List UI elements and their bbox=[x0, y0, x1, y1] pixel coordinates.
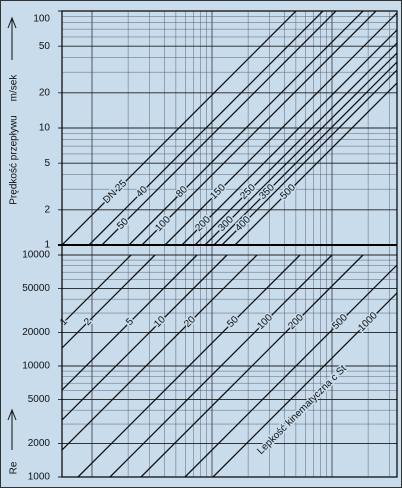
dn-line bbox=[181, 29, 397, 245]
y-tick-label: 20000 bbox=[22, 327, 50, 338]
arrow bbox=[7, 16, 17, 60]
y-tick-label: 2000 bbox=[28, 438, 51, 449]
dn-line bbox=[194, 42, 397, 245]
dn-line bbox=[128, 11, 364, 245]
plot-frame bbox=[61, 10, 398, 478]
dn-line bbox=[221, 69, 397, 245]
viscosity-line bbox=[109, 254, 333, 477]
y-tick-label: 5000 bbox=[28, 394, 51, 405]
dn-line bbox=[164, 12, 397, 245]
viscosity-line bbox=[77, 254, 301, 477]
viscosity-line bbox=[62, 254, 258, 451]
y-tick-label: 1000 bbox=[28, 472, 51, 483]
dn-line bbox=[101, 11, 337, 245]
y-axis-label: Re bbox=[9, 461, 20, 474]
y-tick-label: 5 bbox=[44, 158, 50, 169]
viscosity-line bbox=[62, 254, 132, 325]
dn-line bbox=[88, 11, 324, 245]
y-tick-label: 10000 bbox=[22, 250, 50, 261]
y-axis-label: Prędkość przepływu bbox=[9, 115, 20, 204]
arrow bbox=[7, 408, 17, 450]
dn-line bbox=[204, 52, 397, 245]
y-axis-unit: m/sek bbox=[9, 74, 20, 102]
diagonal-lines bbox=[62, 254, 397, 477]
viscosity-line bbox=[62, 254, 156, 349]
y-tick-label: 100 bbox=[33, 14, 50, 25]
dn-line bbox=[234, 82, 397, 245]
viscosity-line bbox=[212, 292, 397, 477]
y-tick-label: 20 bbox=[39, 87, 51, 98]
y-tick-label: 10000 bbox=[22, 361, 50, 372]
dn-line bbox=[62, 11, 297, 245]
viscosity-line bbox=[62, 254, 228, 421]
diagonal-lines bbox=[62, 11, 397, 245]
y-tick-label: 50000 bbox=[22, 283, 50, 294]
viscosity-line bbox=[184, 264, 397, 477]
viscosity-line bbox=[62, 254, 198, 391]
y-tick-label: 10 bbox=[39, 123, 51, 134]
viscosity-line bbox=[140, 254, 364, 477]
y-tick-label: 1 bbox=[44, 240, 50, 251]
y-tick-label: 2 bbox=[44, 204, 50, 215]
dn-line bbox=[213, 61, 397, 245]
y-tick-label: 50 bbox=[39, 41, 51, 52]
dn-line bbox=[141, 11, 377, 245]
